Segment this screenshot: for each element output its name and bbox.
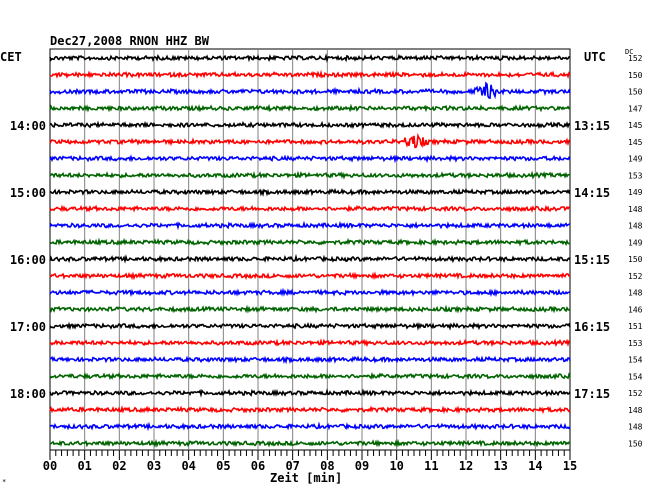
dc-offset-label: 149: [628, 188, 643, 197]
dc-offset-label: 147: [628, 104, 643, 113]
trace-line: [49, 405, 571, 415]
trace-line: [49, 103, 571, 113]
utc-time-label: 15:15: [574, 253, 610, 267]
dc-offset-label: 145: [628, 121, 643, 130]
trace-line: [49, 271, 571, 281]
x-tick-label: 09: [355, 459, 369, 473]
trace-line: [49, 304, 571, 314]
x-tick-label: 13: [493, 459, 507, 473]
trace-line: [49, 388, 571, 398]
dc-offset-label: 153: [628, 339, 643, 348]
trace-line: [49, 120, 570, 130]
cet-time-label: 15:00: [10, 186, 46, 200]
trace-line: [49, 338, 571, 348]
dc-offset-label: 148: [628, 222, 643, 231]
trace-line: [49, 170, 570, 180]
dc-offset-label: 150: [628, 88, 643, 97]
x-tick-label: 06: [251, 459, 265, 473]
dc-offset-label: 145: [628, 138, 643, 147]
dc-offset-label: 153: [628, 171, 643, 180]
dc-offset-label: 148: [628, 205, 643, 214]
chart-title: Dec27,2008 RNON HHZ BW: [50, 34, 209, 48]
trace-line: [49, 287, 571, 298]
x-tick-label: 08: [320, 459, 334, 473]
x-tick-label: 12: [459, 459, 473, 473]
trace-line: [49, 69, 571, 80]
utc-time-label: 14:15: [574, 186, 610, 200]
cet-time-label: 16:00: [10, 253, 46, 267]
utc-time-label: 16:15: [574, 320, 610, 334]
x-tick-label: 11: [424, 459, 438, 473]
x-tick-label: 10: [389, 459, 403, 473]
cet-time-label: 14:00: [10, 119, 46, 133]
dc-offset-label: 150: [628, 255, 643, 264]
trace-line: [49, 371, 571, 381]
dc-offset-label: 148: [628, 289, 643, 298]
x-tick-label: 02: [112, 459, 126, 473]
trace-line: [49, 355, 571, 365]
x-axis-label: Zeit [min]: [270, 471, 343, 485]
utc-label: UTC: [584, 50, 606, 64]
dc-offset-label: 154: [628, 372, 643, 381]
x-tick-label: 00: [43, 459, 57, 473]
corner-mark: *: [2, 478, 7, 486]
dc-offset-label: 148: [628, 423, 643, 432]
trace-line: [49, 81, 571, 100]
trace-line: [49, 154, 571, 164]
x-tick-label: 15: [563, 459, 577, 473]
dc-offset-label: 150: [628, 71, 643, 80]
trace-line: [49, 204, 571, 213]
dc-offset-label: 150: [628, 439, 643, 448]
x-tick-label: 01: [77, 459, 91, 473]
x-tick-label: 14: [528, 459, 542, 473]
cet-time-label: 17:00: [10, 320, 46, 334]
x-tick-label: 04: [181, 459, 195, 473]
utc-time-label: 17:15: [574, 387, 610, 401]
x-tick-label: 03: [147, 459, 161, 473]
trace-line: [49, 53, 571, 63]
dc-offset-label: 152: [628, 389, 643, 398]
trace-line: [49, 438, 571, 448]
trace-line: [49, 253, 571, 264]
x-tick-label: 05: [216, 459, 230, 473]
cet-label: CET: [0, 50, 22, 64]
trace-line: [49, 187, 571, 197]
x-tick-label: 07: [285, 459, 299, 473]
trace-line: [49, 132, 571, 149]
utc-time-label: 13:15: [574, 119, 610, 133]
cet-time-label: 18:00: [10, 387, 46, 401]
dc-offset-label: 151: [628, 322, 643, 331]
trace-line: [49, 321, 571, 331]
trace-line: [49, 220, 571, 231]
dc-offset-label: 149: [628, 155, 643, 164]
dc-offset-label: 154: [628, 356, 643, 365]
dc-offset-label: 146: [628, 305, 643, 314]
dc-offset-label: 148: [628, 406, 643, 415]
dc-offset-label: 149: [628, 238, 643, 247]
dc-offset-label: 152: [628, 54, 643, 63]
trace-line: [49, 421, 571, 432]
dc-offset-label: 152: [628, 272, 643, 281]
trace-line: [49, 237, 571, 247]
dc-label: DC: [625, 48, 634, 56]
